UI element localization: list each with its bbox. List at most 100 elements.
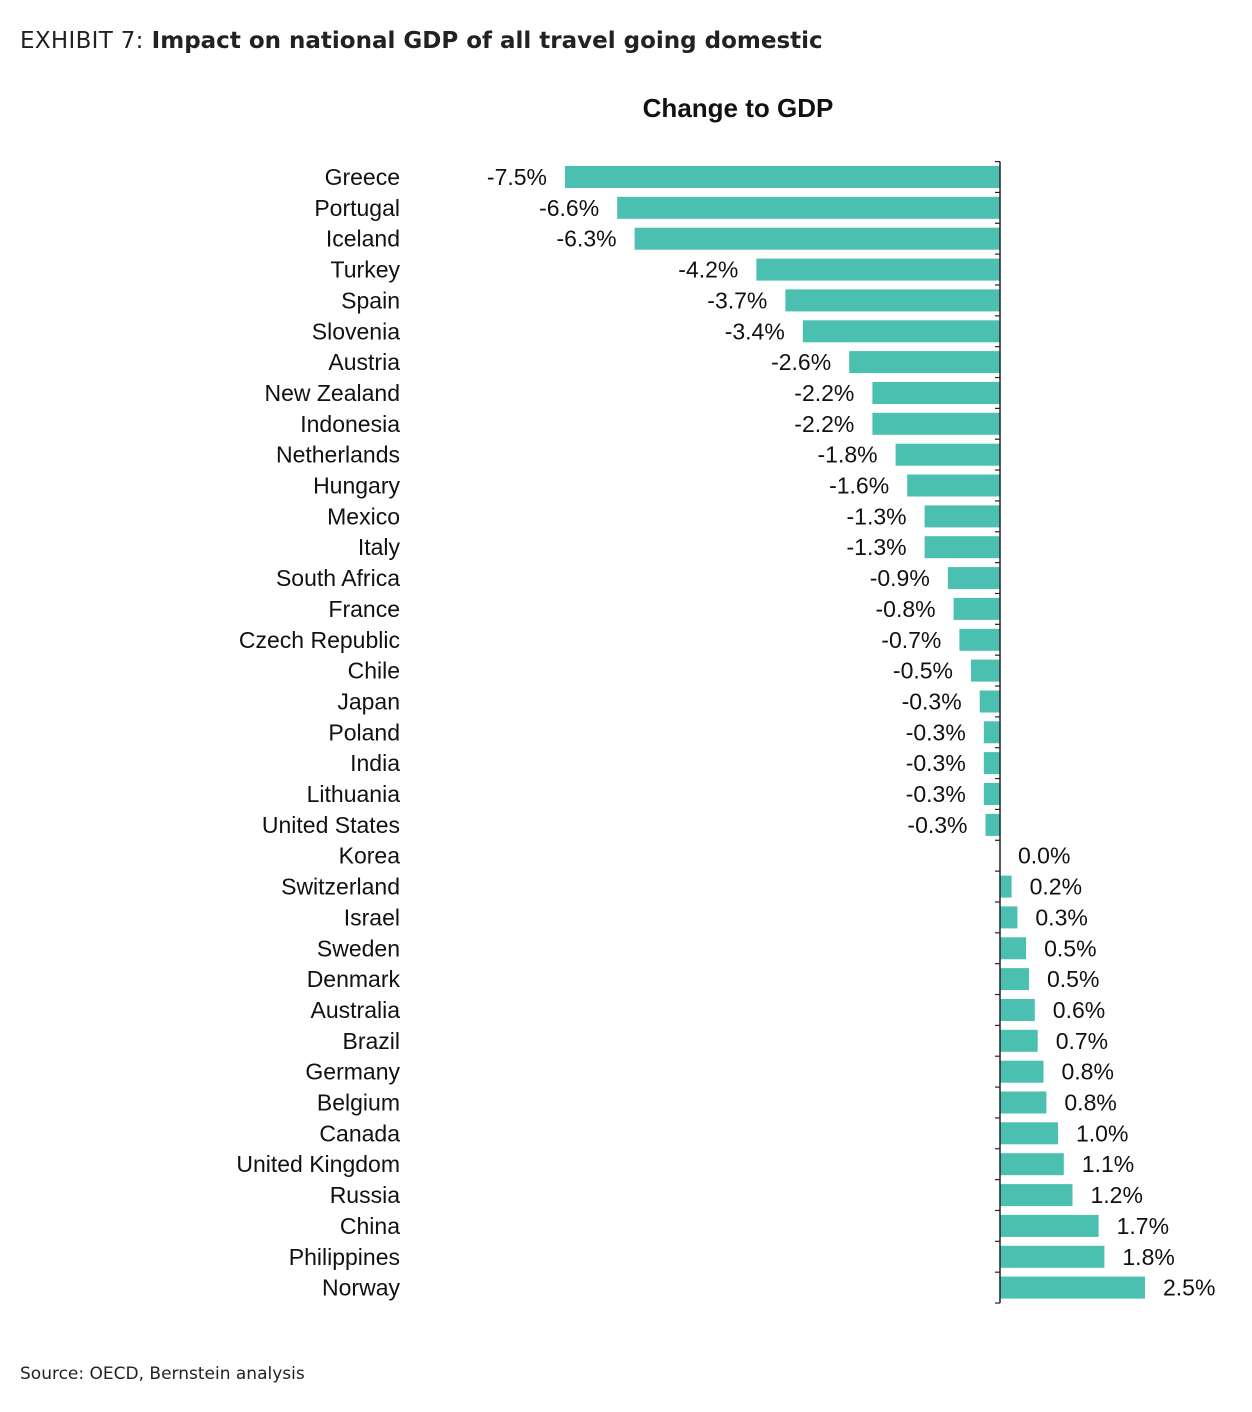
bar (907, 474, 1000, 497)
data-label: 0.8% (1062, 1059, 1114, 1085)
exhibit-title: Impact on national GDP of all travel goi… (151, 28, 823, 54)
bars-layer (565, 166, 1145, 1299)
data-label: -3.4% (725, 318, 785, 344)
bar (947, 567, 1000, 590)
category-label: Japan (337, 688, 400, 714)
category-label: Israel (344, 904, 400, 930)
bar (924, 536, 1000, 559)
category-label: Brazil (342, 1028, 400, 1054)
bar (849, 351, 1000, 374)
data-label: 2.5% (1163, 1275, 1215, 1301)
bar (1000, 1091, 1047, 1114)
data-label: -3.7% (707, 287, 767, 313)
bar (1000, 875, 1012, 898)
bar (1000, 1276, 1145, 1299)
exhibit-header: EXHIBIT 7: Impact on national GDP of all … (20, 24, 823, 58)
category-label: Indonesia (300, 411, 400, 437)
data-label: 1.1% (1082, 1151, 1134, 1177)
bar (617, 196, 1000, 219)
category-label: Belgium (317, 1090, 400, 1116)
data-label: -1.3% (847, 503, 907, 529)
bar (959, 628, 1000, 651)
category-label: Portugal (314, 195, 400, 221)
data-label: -1.8% (818, 442, 878, 468)
source-note: Source: OECD, Bernstein analysis (20, 1364, 305, 1384)
data-label: 0.6% (1053, 997, 1105, 1023)
data-label: 1.8% (1122, 1244, 1174, 1270)
category-label: South Africa (276, 565, 400, 591)
chart-title: Change to GDP (643, 93, 834, 123)
category-label: India (350, 750, 400, 776)
data-label: -2.2% (794, 380, 854, 406)
data-label: -1.3% (847, 534, 907, 560)
bar (979, 690, 1000, 713)
bar (985, 813, 1000, 836)
category-label: Germany (305, 1059, 400, 1085)
category-label: Hungary (313, 473, 400, 499)
data-label: -0.3% (906, 781, 966, 807)
category-label: France (328, 596, 400, 622)
data-label: -0.3% (906, 719, 966, 745)
category-label: China (340, 1213, 400, 1239)
bar (565, 166, 1000, 188)
category-label: Korea (339, 843, 401, 869)
category-label: Czech Republic (239, 627, 400, 653)
bar (1000, 937, 1027, 960)
bar (924, 505, 1000, 528)
data-label: 0.2% (1030, 874, 1082, 900)
bar (983, 752, 1000, 775)
category-label: Greece (325, 164, 400, 190)
data-label: -6.3% (557, 226, 617, 252)
data-label: -0.9% (870, 565, 930, 591)
data-label: 0.5% (1047, 966, 1099, 992)
bar (1000, 1122, 1058, 1145)
bar (1000, 1029, 1038, 1052)
data-label: -0.5% (893, 658, 953, 684)
bar (1000, 1214, 1099, 1237)
category-label: United States (262, 812, 400, 838)
category-label: Norway (322, 1275, 400, 1301)
bar (872, 412, 1000, 435)
bar (785, 289, 1000, 312)
data-label: -0.3% (906, 750, 966, 776)
category-label: Australia (311, 997, 401, 1023)
bar-chart: Change to GDP Greece -7.5% Portugal -6.6% Ic… (236, 93, 1215, 1304)
data-label: -1.6% (829, 473, 889, 499)
category-label: Philippines (289, 1244, 400, 1270)
category-label: Austria (328, 349, 400, 375)
bar (983, 783, 1000, 805)
data-label: 0.3% (1035, 904, 1087, 930)
bar (1000, 1245, 1105, 1268)
data-label: 0.7% (1056, 1028, 1108, 1054)
category-label: Italy (358, 534, 401, 560)
bar (1000, 968, 1029, 991)
bar (971, 659, 1000, 682)
data-label: -0.3% (907, 812, 967, 838)
data-label: 1.7% (1117, 1213, 1169, 1239)
data-label: -0.3% (902, 688, 962, 714)
bar (953, 597, 1000, 620)
data-label: 0.0% (1018, 843, 1070, 869)
category-label: Sweden (317, 935, 400, 961)
data-label: -2.6% (771, 349, 831, 375)
category-label: Russia (330, 1182, 401, 1208)
bar (872, 382, 1000, 404)
category-label: Turkey (331, 257, 401, 283)
data-label: -4.2% (678, 257, 738, 283)
bar (634, 227, 1000, 250)
data-label: -6.6% (539, 195, 599, 221)
bar (1000, 999, 1035, 1021)
category-label: Iceland (326, 226, 400, 252)
bar (1000, 1153, 1064, 1176)
category-label: United Kingdom (236, 1151, 400, 1177)
labels-layer: Greece -7.5% Portugal -6.6% Iceland -6.3% Turk… (236, 164, 1215, 1301)
bar (895, 443, 1000, 466)
category-label: Poland (328, 719, 400, 745)
bar (1000, 1184, 1073, 1207)
category-label: Switzerland (281, 874, 400, 900)
data-label: -0.7% (881, 627, 941, 653)
category-label: Lithuania (307, 781, 401, 807)
data-label: 0.5% (1044, 935, 1096, 961)
category-label: Netherlands (276, 442, 400, 468)
bar (1000, 906, 1018, 929)
